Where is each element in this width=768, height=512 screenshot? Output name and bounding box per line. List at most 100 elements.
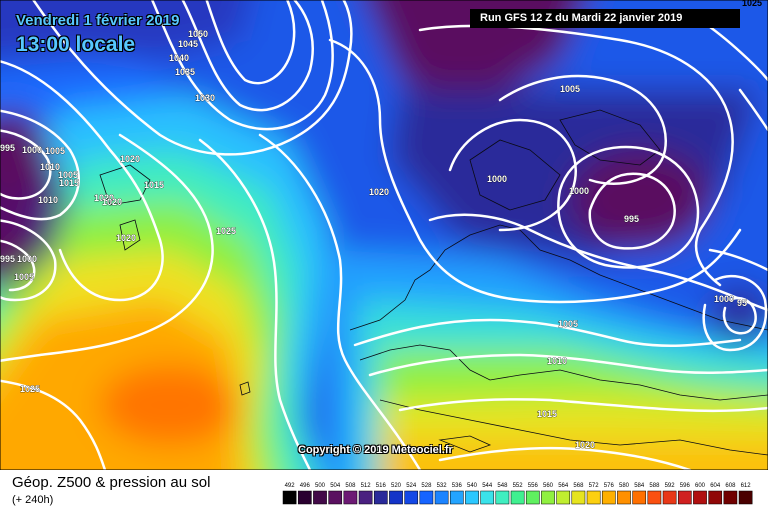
color-scale-swatch [480, 490, 495, 505]
color-scale-swatch [358, 490, 373, 505]
isobar-label: 1050 [188, 29, 208, 39]
isobar-label: 1015 [144, 180, 164, 190]
color-scale-tick: 500 [315, 483, 326, 489]
color-scale-swatch [571, 490, 586, 505]
color-scale-tick: 612 [741, 483, 752, 489]
color-scale-swatch [601, 490, 616, 505]
color-scale-tick: 572 [589, 483, 600, 489]
isobar-label: 1005 [45, 146, 65, 156]
color-scale-swatch [389, 490, 403, 505]
isobar-label: 1000 [17, 254, 37, 264]
color-scale-labels: 492 496 500 504 508 512 516 520 524 528 532 536 540 5… [285, 483, 752, 489]
color-scale-tick: 492 [285, 483, 296, 489]
color-scale-swatch [723, 490, 738, 505]
color-scale-tick: 584 [634, 483, 645, 489]
forecast-date: Vendredi 1 février 2019 [16, 12, 180, 29]
isobar-label: 1025 [216, 226, 236, 236]
isobar-label: 1045 [178, 39, 198, 49]
color-scale-tick: 552 [513, 483, 524, 489]
isobar-label: 95 [737, 298, 747, 308]
isobar-label: 1040 [169, 53, 189, 63]
isobar-label: 995 [624, 214, 639, 224]
color-scale-tick: 604 [710, 483, 721, 489]
color-scale-swatch [343, 490, 358, 505]
isobar-label: 1005 [58, 170, 78, 180]
color-scale-tick: 520 [391, 483, 402, 489]
color-scale-tick: 508 [345, 483, 356, 489]
isobar-label: 1020 [369, 187, 389, 197]
color-scale-tick: 600 [695, 483, 706, 489]
isobar-label: 1020 [120, 154, 140, 164]
color-scale-tick: 516 [376, 483, 387, 489]
color-scale-swatch [693, 490, 707, 505]
color-scale-swatch [632, 490, 647, 505]
color-scale-swatch [738, 490, 753, 505]
color-scale-swatch [282, 490, 297, 505]
color-scale-tick: 608 [725, 483, 736, 489]
forecast-time: 13:00 locale [16, 33, 136, 56]
isobar-label: 1020 [102, 197, 122, 207]
color-scale-tick: 532 [437, 483, 448, 489]
isobar-label: 1000 [487, 174, 507, 184]
isobar-label: 1000 [569, 186, 589, 196]
color-scale-swatch [586, 490, 601, 505]
chart-title: Géop. Z500 & pression au sol [12, 474, 211, 491]
color-scale-tick: 496 [300, 483, 311, 489]
color-scale-tick: 560 [543, 483, 554, 489]
color-scale-swatch [556, 490, 571, 505]
isobar-lines [0, 0, 768, 470]
color-scale-swatch [662, 490, 677, 505]
isobar-label: 995 [0, 254, 15, 264]
corner-isobar-value: 1025 [742, 0, 763, 8]
model-run-label: Run GFS 12 Z du Mardi 22 janvier 2019 [470, 9, 740, 28]
isobar-label: 1010 [40, 162, 60, 172]
isobar-label: 1010 [38, 195, 58, 205]
color-scale-tick: 536 [452, 483, 463, 489]
color-scale-tick: 528 [421, 483, 432, 489]
color-scale-swatch [677, 490, 692, 505]
color-scale-tick: 568 [573, 483, 584, 489]
color-scale-swatch [708, 490, 723, 505]
copyright-notice: Copyright © 2019 Meteociel.fr [298, 444, 453, 456]
isobar-label: 1010 [547, 356, 567, 366]
color-scale-tick: 556 [528, 483, 539, 489]
isobar-label: 1035 [175, 67, 195, 77]
color-scale-tick: 596 [680, 483, 691, 489]
color-scale-swatch [434, 490, 449, 505]
coastlines [99, 109, 768, 456]
forecast-hours: (+ 240h) [12, 494, 54, 506]
isobar-label: 1000 [22, 145, 42, 155]
isobar-label: 1020 [575, 440, 595, 450]
isobar-label: 1005 [14, 272, 34, 282]
color-scale-swatch [449, 490, 464, 505]
isobar-label: 1000 [714, 294, 734, 304]
color-scale-tick: 580 [619, 483, 630, 489]
color-scale-bar: 492 496 500 504 508 512 516 520 524 528 532 536 540 5… [282, 483, 753, 505]
isobar-label: 1020 [116, 233, 136, 243]
color-scale-swatch [541, 490, 555, 505]
color-scale-tick: 576 [604, 483, 615, 489]
isobar-label: 1015 [59, 178, 79, 188]
color-scale-swatch [297, 490, 312, 505]
color-scale-swatch [510, 490, 525, 505]
isobar-label: 1025 [20, 384, 40, 394]
color-scale-tick: 544 [482, 483, 493, 489]
color-scale-tick: 548 [497, 483, 508, 489]
color-scale-tick: 540 [467, 483, 478, 489]
isobar-label: 1020 [94, 193, 114, 203]
isobar-label: 1005 [558, 319, 578, 329]
color-scale-cells [282, 490, 753, 505]
color-scale-tick: 524 [406, 483, 417, 489]
color-scale-swatch [313, 490, 327, 505]
z500-color-field [0, 0, 768, 470]
color-scale-swatch [647, 490, 662, 505]
color-scale-swatch [328, 490, 343, 505]
color-scale-swatch [525, 490, 540, 505]
color-scale-tick: 504 [330, 483, 341, 489]
color-scale-swatch [495, 490, 510, 505]
color-scale-tick: 512 [361, 483, 372, 489]
isobar-label: 1005 [560, 84, 580, 94]
color-scale-tick: 564 [558, 483, 569, 489]
